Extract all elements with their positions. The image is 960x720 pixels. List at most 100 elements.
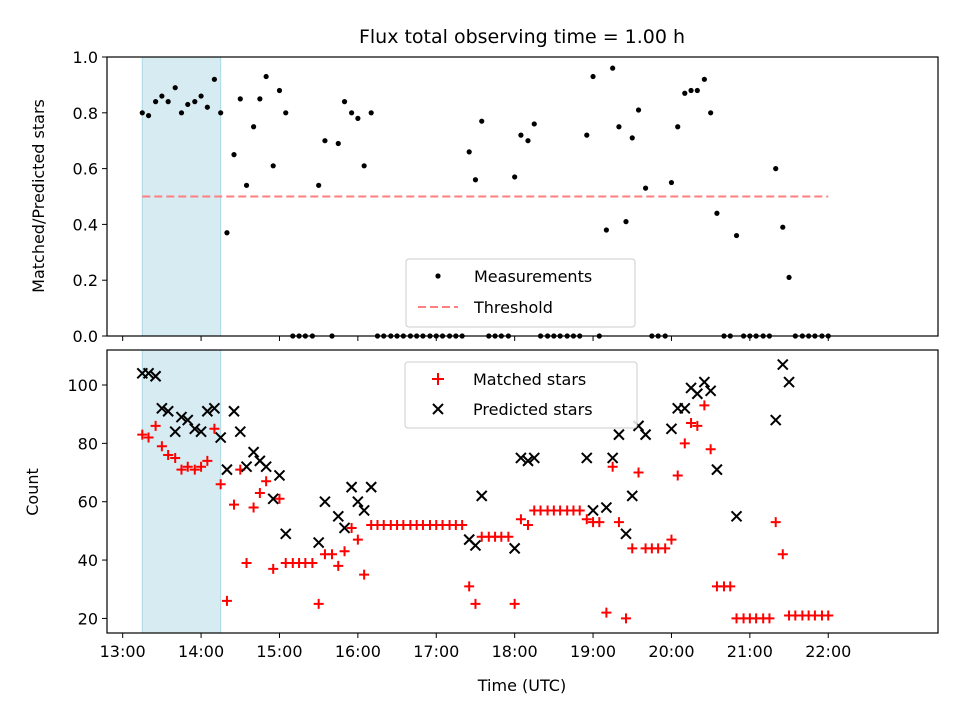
measurement-point <box>668 179 675 186</box>
x-tick-label: 22:00 <box>805 642 851 661</box>
x-tick-label: 15:00 <box>256 642 302 661</box>
measurement-point <box>270 163 276 169</box>
matched-star-point <box>581 514 592 525</box>
bottom-legend-label-matched: Matched stars <box>473 370 586 389</box>
matched-star-point <box>196 461 207 472</box>
measurement-point <box>145 112 152 119</box>
measurement-point <box>243 182 250 188</box>
bottom-legend-box <box>404 361 638 429</box>
top-legend-marker-measurements <box>435 273 441 279</box>
bottom-legend: Matched stars Predicted stars <box>404 361 638 429</box>
predicted-star-point <box>175 411 188 423</box>
matched-star-point <box>672 470 683 481</box>
matched-star-point <box>607 461 618 472</box>
measurement-point <box>773 166 779 172</box>
measurement-point <box>466 149 472 155</box>
top-legend-label-threshold: Threshold <box>473 298 553 317</box>
matched-star-point <box>725 581 736 592</box>
measurement-point <box>642 185 649 191</box>
measurement-point <box>518 132 524 138</box>
measurement-point <box>786 274 792 281</box>
matched-star-point <box>339 546 350 557</box>
predicted-star-point <box>606 452 619 464</box>
top-panel-frame <box>106 56 939 337</box>
matched-star-point <box>346 522 357 533</box>
measurement-point <box>610 65 616 71</box>
predicted-star-point <box>620 528 632 540</box>
predicted-star-point <box>208 402 221 415</box>
measurement-point <box>231 152 237 158</box>
bottom-panel-ticks: 20 40 60 80 100 13:00 14:00 15:00 16:00 17:00 18:0… <box>67 376 851 661</box>
measurement-point <box>341 99 348 105</box>
measurement-point <box>682 90 688 96</box>
y-tick-label: 60 <box>78 493 98 512</box>
matched-star-point <box>333 560 344 571</box>
measurement-point <box>159 93 165 99</box>
matched-star-point <box>627 543 638 554</box>
x-tick-label: 20:00 <box>648 642 694 661</box>
matched-star-point <box>686 417 697 428</box>
top-panel-y-axis-label: Matched/Predicted stars <box>29 99 48 293</box>
matched-star-point <box>692 420 703 431</box>
matched-star-point <box>137 429 148 440</box>
matched-star-point <box>182 461 193 472</box>
predicted-star-point <box>280 528 292 540</box>
measurement-point <box>472 177 479 183</box>
predicted-star-point <box>679 402 691 415</box>
bottom-legend-marker-matched <box>432 373 444 385</box>
matched-star-point <box>189 464 200 475</box>
x-tick-label: 21:00 <box>727 642 773 661</box>
predicted-star-point <box>581 452 593 464</box>
top-legend-label-measurements: Measurements <box>474 267 592 286</box>
matched-star-point <box>261 476 272 487</box>
predicted-star-point <box>162 405 174 417</box>
predicted-star-point <box>312 536 325 549</box>
matched-star-point <box>666 534 677 545</box>
matched-star-point <box>503 531 514 542</box>
matched-star-point <box>470 598 481 609</box>
predicted-star-point <box>338 522 351 534</box>
predicted-star-point <box>783 376 795 388</box>
bottom-panel-highlight-span <box>141 349 222 634</box>
matched-star-point <box>313 598 324 609</box>
predicted-star-point <box>156 402 168 415</box>
matched-star-point <box>515 514 526 525</box>
predicted-star-point <box>508 542 521 555</box>
predicted-star-point <box>626 490 638 502</box>
measurement-point <box>675 124 681 130</box>
predicted-star-point <box>476 490 488 502</box>
measurement-point <box>165 99 171 105</box>
measurement-point <box>276 87 283 94</box>
predicted-star-point <box>600 501 613 514</box>
predicted-star-point <box>469 539 482 552</box>
predicted-star-point <box>228 405 240 417</box>
y-tick-label: 0.8 <box>73 104 98 123</box>
top-panel-ticks: 0.0 0.2 0.4 0.6 0.8 1.0 <box>73 48 829 346</box>
matched-star-point <box>215 479 226 490</box>
predicted-star-point <box>149 370 162 382</box>
measurement-point <box>224 230 230 236</box>
matched-star-point <box>307 557 318 568</box>
matched-star-point <box>770 517 781 528</box>
x-tick-label: 18:00 <box>492 642 538 661</box>
measurement-point <box>204 104 210 110</box>
measurement-point <box>603 227 609 233</box>
matched-star-point <box>254 487 265 498</box>
matched-star-point <box>202 455 213 466</box>
matched-stars-series <box>137 400 834 624</box>
top-legend-box <box>405 258 636 328</box>
y-tick-label: 100 <box>67 376 98 395</box>
top-panel: 0.0 0.2 0.4 0.6 0.8 1.0 Matched/Predicted sta… <box>29 48 939 346</box>
predicted-star-point <box>332 510 344 523</box>
y-tick-label: 20 <box>78 609 98 628</box>
measurement-point <box>316 182 322 188</box>
measurement-point <box>218 110 224 116</box>
predicted-star-point <box>345 481 358 493</box>
measurement-point <box>780 224 786 230</box>
matched-star-point <box>522 520 533 531</box>
matched-star-point <box>221 595 232 606</box>
measurement-point <box>139 110 145 116</box>
predicted-star-point <box>770 414 782 426</box>
predicted-star-point <box>704 385 717 397</box>
matched-star-point <box>777 549 788 560</box>
